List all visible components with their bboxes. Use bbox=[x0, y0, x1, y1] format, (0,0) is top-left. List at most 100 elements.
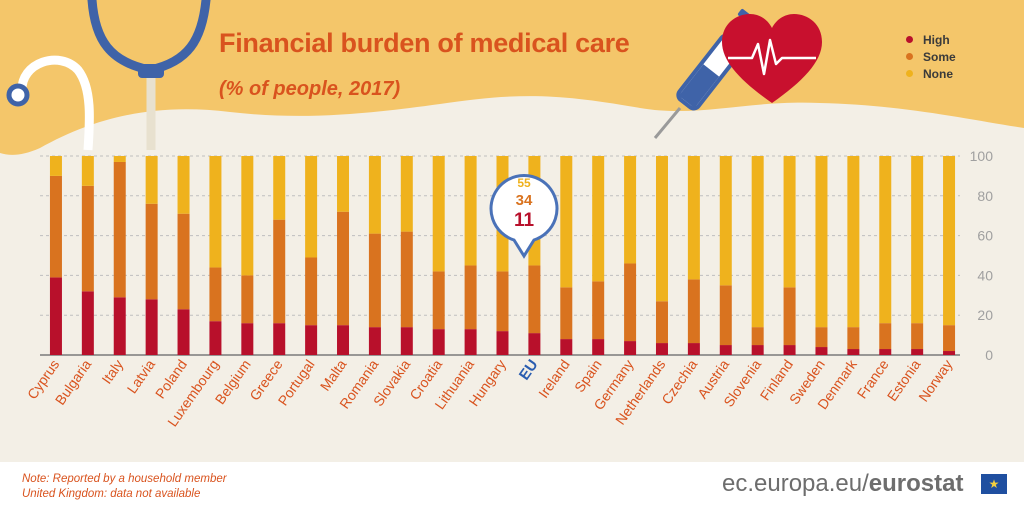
bar-some bbox=[560, 287, 573, 340]
legend-label-none: None bbox=[923, 66, 953, 81]
eu-callout: 55 34 11 bbox=[489, 174, 559, 259]
footer bbox=[0, 462, 1024, 512]
bar-none bbox=[49, 156, 62, 176]
footnote-line-1: Note: Reported by a household member bbox=[22, 473, 227, 485]
legend: High Some None bbox=[906, 31, 956, 82]
legend-item-none: None bbox=[906, 65, 956, 82]
bar-high bbox=[432, 329, 445, 355]
bar-some bbox=[145, 203, 158, 300]
bar-high bbox=[177, 309, 190, 355]
legend-label-high: High bbox=[923, 32, 950, 47]
y-tick-label: 100 bbox=[970, 148, 994, 164]
bar-none bbox=[113, 156, 126, 162]
bar-none bbox=[687, 156, 700, 280]
bar-high bbox=[655, 343, 668, 355]
bar-high bbox=[337, 325, 350, 355]
legend-swatch-high bbox=[906, 36, 913, 43]
bar-high bbox=[49, 277, 62, 355]
legend-swatch-none bbox=[906, 70, 913, 77]
bar-high bbox=[815, 347, 828, 355]
eurostat-link[interactable]: ec.europa.eu/eurostat bbox=[722, 470, 963, 498]
bar-some bbox=[177, 213, 190, 310]
callout-high-value: 11 bbox=[514, 210, 535, 231]
bar-some bbox=[305, 257, 318, 326]
bar-some bbox=[847, 327, 860, 350]
bar-none bbox=[719, 156, 732, 286]
bar-high bbox=[400, 327, 413, 355]
bar-none bbox=[847, 156, 860, 328]
y-tick-label: 40 bbox=[977, 267, 993, 283]
bar-high bbox=[113, 297, 126, 355]
bar-high bbox=[751, 345, 764, 355]
y-tick-label: 20 bbox=[977, 307, 993, 323]
bar-some bbox=[879, 323, 892, 350]
bar-some bbox=[655, 301, 668, 344]
bar-none bbox=[911, 156, 924, 324]
bar-none bbox=[368, 156, 381, 234]
bar-none bbox=[879, 156, 892, 324]
bar-some bbox=[592, 281, 605, 340]
bar-none bbox=[943, 156, 956, 326]
bar-high bbox=[305, 325, 318, 355]
bar-high bbox=[81, 291, 94, 355]
bar-high bbox=[368, 327, 381, 355]
bar-high bbox=[719, 345, 732, 355]
bar-some bbox=[528, 265, 541, 334]
bar-high bbox=[496, 331, 509, 355]
legend-swatch-some bbox=[906, 53, 913, 60]
bar-none bbox=[432, 156, 445, 272]
bar-some bbox=[815, 327, 828, 348]
bar-high bbox=[145, 299, 158, 355]
bar-some bbox=[273, 219, 286, 324]
callout-none-value: 55 bbox=[517, 176, 531, 190]
bar-some bbox=[783, 287, 796, 346]
bar-some bbox=[496, 271, 509, 332]
bar-none bbox=[273, 156, 286, 220]
bar-high bbox=[783, 345, 796, 355]
bar-none bbox=[655, 156, 668, 302]
y-tick-label: 0 bbox=[985, 347, 993, 363]
bar-some bbox=[911, 323, 924, 350]
bar-some bbox=[81, 185, 94, 292]
bar-none bbox=[81, 156, 94, 186]
bar-high bbox=[624, 341, 637, 355]
heart-ecg-icon bbox=[722, 14, 822, 103]
bar-none bbox=[305, 156, 318, 258]
bar-high bbox=[847, 349, 860, 355]
bar-high bbox=[241, 323, 254, 355]
bar-some bbox=[719, 285, 732, 346]
bar-some bbox=[432, 271, 445, 330]
eu-flag-icon: ★ bbox=[981, 474, 1007, 494]
bar-none bbox=[783, 156, 796, 288]
footnote-line-2: United Kingdom: data not available bbox=[22, 488, 201, 500]
bar-high bbox=[879, 349, 892, 355]
bar-high bbox=[592, 339, 605, 355]
bar-some bbox=[241, 275, 254, 324]
bar-none bbox=[464, 156, 477, 266]
bar-none bbox=[209, 156, 222, 268]
y-tick-label: 60 bbox=[977, 228, 993, 244]
bar-high bbox=[911, 349, 924, 355]
callout-some-value: 34 bbox=[516, 192, 533, 209]
footnote: Note: Reported by a household member Uni… bbox=[22, 472, 227, 502]
bar-none bbox=[560, 156, 573, 288]
bar-high bbox=[209, 321, 222, 355]
y-tick-label: 80 bbox=[977, 188, 993, 204]
legend-item-high: High bbox=[906, 31, 956, 48]
y-axis-ticks: 0 20 40 60 80 100 bbox=[970, 148, 994, 363]
bar-some bbox=[49, 175, 62, 278]
brand-name: eurostat bbox=[868, 470, 964, 497]
bar-none bbox=[400, 156, 413, 232]
bar-none bbox=[815, 156, 828, 328]
site-url: ec.europa.eu/ bbox=[722, 470, 869, 497]
bar-some bbox=[113, 161, 126, 298]
bar-some bbox=[209, 267, 222, 322]
legend-item-some: Some bbox=[906, 48, 956, 65]
bar-some bbox=[624, 263, 637, 342]
bar-some bbox=[687, 279, 700, 344]
bar-none bbox=[241, 156, 254, 276]
bar-some bbox=[464, 265, 477, 330]
bars bbox=[49, 156, 956, 355]
